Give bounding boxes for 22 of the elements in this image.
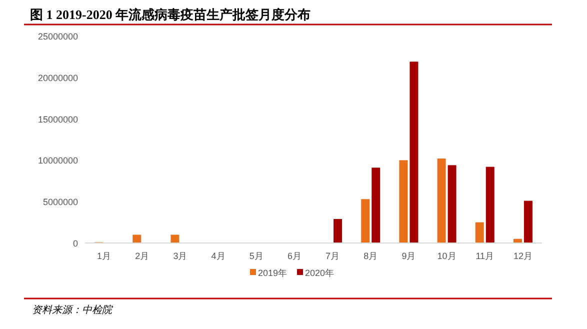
y-tick-label: 25000000 (38, 32, 78, 42)
y-tick-label: 0 (72, 238, 78, 248)
title: 图 1 2019-2020 年流感病毒疫苗生产批签月度分布 (30, 7, 311, 22)
x-tick-label: 5月 (249, 251, 264, 261)
legend-label: 2020年 (305, 268, 334, 278)
x-tick-label: 4月 (211, 251, 226, 261)
x-tick-label: 1月 (97, 251, 112, 261)
x-tick-label: 8月 (364, 251, 378, 261)
y-tick-label: 20000000 (38, 72, 78, 83)
legend-label: 2019年 (258, 268, 288, 278)
x-tick-label: 2月 (135, 251, 150, 261)
text: 资料来源：中检院 (32, 304, 114, 316)
x-tick-label: 7月 (326, 251, 340, 261)
x-tick-label: 3月 (173, 251, 188, 261)
x-tick-label: 6月 (287, 251, 302, 261)
x-tick-label: 12月 (513, 251, 532, 261)
y-tick-label: 10000000 (38, 156, 78, 166)
x-tick-label: 9月 (402, 251, 416, 261)
y-tick-label: 15000000 (38, 114, 78, 124)
x-tick-label: 10月 (437, 251, 456, 261)
y-tick-label: 5000000 (42, 197, 78, 208)
x-tick-label: 11月 (476, 251, 494, 261)
